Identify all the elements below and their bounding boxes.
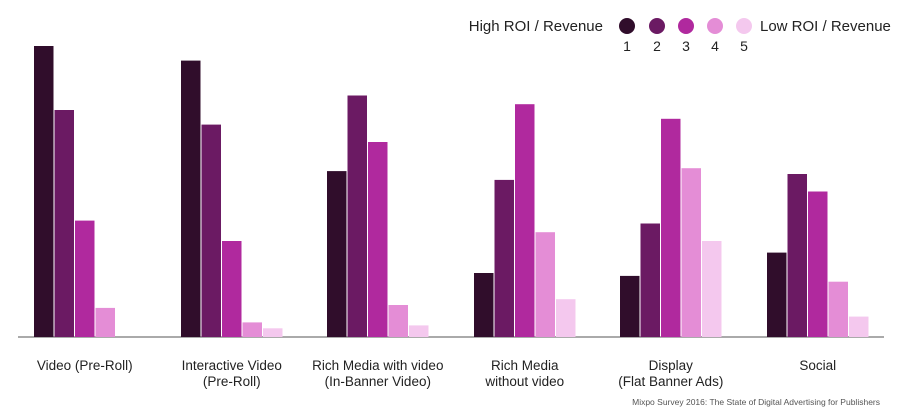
- legend-swatch-4: [707, 18, 723, 34]
- bar-2-series-4: [242, 322, 262, 337]
- bar-3-series-3: [368, 142, 388, 337]
- legend-low-label: Low ROI / Revenue: [760, 18, 891, 35]
- bar-2-series-2: [201, 124, 221, 337]
- bar-1-series-2: [54, 110, 74, 337]
- bar-2-series-1: [181, 60, 201, 337]
- category-label: Rich Media: [491, 358, 559, 373]
- legend-number-2: 2: [653, 38, 661, 54]
- category-label: Interactive Video: [182, 358, 282, 373]
- bar-6-series-1: [767, 252, 787, 337]
- legend-swatch-5: [736, 18, 752, 34]
- bar-5-series-4: [681, 168, 701, 337]
- category-label: (Flat Banner Ads): [618, 374, 723, 389]
- bar-4-series-1: [474, 273, 494, 337]
- legend-high-label: High ROI / Revenue: [469, 18, 603, 35]
- bar-4-series-5: [556, 299, 576, 337]
- legend-swatch-1: [619, 18, 635, 34]
- legend-swatch-2: [649, 18, 665, 34]
- category-labels: Video (Pre-Roll) Interactive Video(Pre-Ro…: [37, 358, 836, 389]
- bar-6-series-2: [787, 174, 807, 337]
- bar-5-series-3: [661, 118, 681, 338]
- category-label: Social: [799, 358, 836, 373]
- bar-3-series-5: [409, 325, 429, 337]
- legend-number-4: 4: [711, 38, 719, 54]
- category-label: (In-Banner Video): [325, 374, 431, 389]
- bar-5-series-2: [640, 223, 660, 337]
- bars-group: [34, 46, 869, 338]
- bar-3-series-1: [327, 171, 347, 337]
- bar-4-series-4: [535, 232, 555, 337]
- bar-6-series-3: [808, 191, 828, 337]
- category-label: Display: [649, 358, 694, 373]
- category-label: without video: [484, 374, 564, 389]
- bar-1-series-1: [34, 46, 54, 337]
- legend-number-3: 3: [682, 38, 690, 54]
- bar-3-series-2: [347, 95, 367, 337]
- bar-6-series-4: [828, 281, 848, 337]
- category-label: Rich Media with video: [312, 358, 443, 373]
- legend-swatch-3: [678, 18, 694, 34]
- legend-number-5: 5: [740, 38, 748, 54]
- bar-6-series-5: [849, 316, 869, 337]
- bar-2-series-5: [263, 328, 283, 337]
- bar-2-series-3: [222, 241, 242, 337]
- bar-5-series-5: [702, 241, 722, 337]
- category-label: Video (Pre-Roll): [37, 358, 133, 373]
- category-label: (Pre-Roll): [203, 374, 261, 389]
- legend: 1 2 3 4 5: [619, 18, 752, 54]
- source-note: Mixpo Survey 2016: The State of Digital …: [632, 397, 880, 407]
- bar-4-series-3: [515, 104, 535, 337]
- bar-1-series-4: [95, 307, 115, 337]
- legend-number-1: 1: [623, 38, 631, 54]
- bar-3-series-4: [388, 305, 408, 337]
- bar-4-series-2: [494, 179, 514, 337]
- bar-5-series-1: [620, 275, 640, 337]
- bar-1-series-3: [75, 220, 95, 337]
